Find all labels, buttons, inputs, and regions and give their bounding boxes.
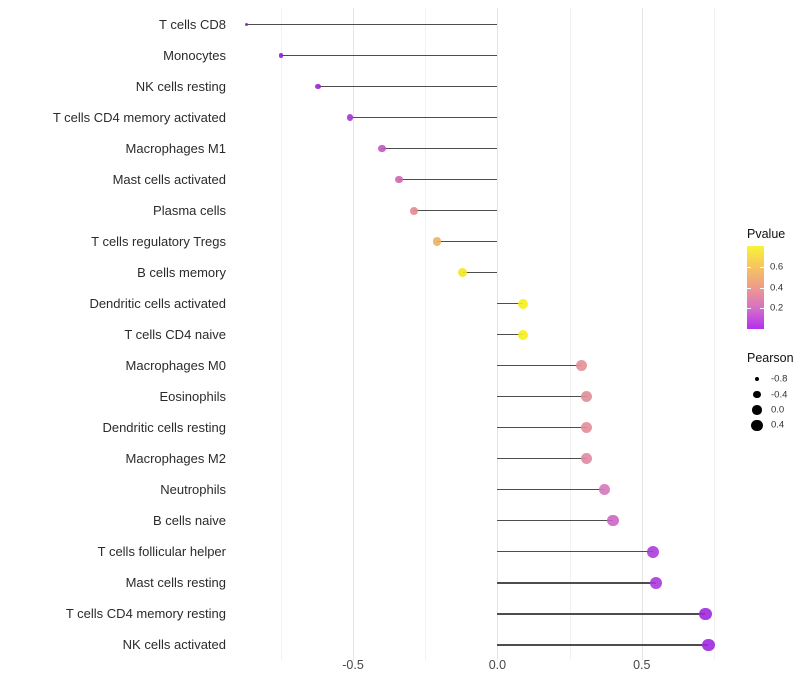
x-tick-label: -0.5 [342,658,364,672]
lollipop-stem [280,54,498,57]
y-axis-label: B cells naive [153,512,226,528]
y-axis-label: T cells CD4 memory resting [65,605,226,621]
gridline-minor [425,8,427,660]
lollipop-dot [409,206,418,215]
y-axis-label: Mast cells resting [125,574,226,590]
x-tick-label: 0.5 [633,658,651,672]
y-axis-label: Eosinophils [159,388,227,404]
y-axis-label: Macrophages M1 [125,140,226,156]
lollipop-stem [497,489,605,491]
pearson-size-label: -0.8 [771,373,788,385]
pearson-size-label: -0.4 [771,389,788,401]
y-axis-label: T cells CD4 memory activated [52,109,226,125]
gridline-minor [714,8,715,660]
lollipop-stem [497,613,706,615]
lollipop-stem [497,396,587,398]
lollipop-dot [518,298,529,309]
lollipop-stem [413,209,498,212]
y-axis-label: T cells CD8 [159,16,226,32]
lollipop-dot [432,237,441,246]
lollipop-dot [278,53,284,58]
pvalue-tickmark [760,266,764,268]
y-axis-label: Dendritic cells resting [102,419,226,435]
lollipop-stem [497,303,524,305]
pvalue-colorbar [747,246,764,329]
lollipop-stem [497,551,654,553]
lollipop-dot [647,545,660,558]
lollipop-stem [462,272,498,274]
lollipop-stem [497,582,657,584]
lollipop-stem [318,85,498,88]
lollipop-stem [497,458,587,460]
y-axis-label: Mast cells activated [112,171,226,187]
lollipop-stem [497,365,582,367]
y-axis-label: Macrophages M0 [125,357,226,373]
lollipop-dot [581,453,593,465]
y-axis-label: Monocytes [163,47,226,63]
pearson-legend-title: Pearson [747,351,794,365]
lollipop-dot [699,607,712,621]
lollipop-stem [436,240,498,243]
lollipop-dot [244,22,248,27]
lollipop-stem [497,520,613,522]
pearson-size-label: 0.0 [771,404,785,416]
pearson-size-dot [751,419,763,431]
lollipop-stem [350,116,498,119]
y-axis-label: Neutrophils [160,481,226,497]
pvalue-tick-label: 0.4 [770,282,784,293]
y-axis-label: T cells CD4 naive [124,326,226,342]
lollipop-stem [381,147,498,150]
pvalue-tickmark [760,287,764,289]
y-axis-label: T cells regulatory Tregs [91,233,226,249]
y-axis-label: Plasma cells [153,202,226,218]
pvalue-legend-title: Pvalue [747,227,786,241]
pearson-size-label: 0.4 [771,419,785,431]
x-tick-label: 0.0 [488,658,507,672]
pearson-size-dot [753,390,761,399]
pvalue-tickmark [747,287,751,289]
lollipop-dot [581,422,593,434]
gridline-major [641,8,643,660]
lollipop-dot [650,576,663,589]
lollipop-dot [315,83,322,90]
gridline-minor [569,8,571,660]
pearson-size-dot [752,405,762,415]
lollipop-dot [346,114,354,121]
pvalue-tickmark [747,266,751,268]
y-axis-label: NK cells activated [122,636,226,652]
pvalue-tickmark [760,308,764,310]
lollipop-dot [458,268,468,278]
lollipop-dot [518,329,529,340]
gridline-minor [280,8,282,660]
y-axis-label: Dendritic cells activated [89,295,226,311]
y-axis-label: T cells follicular helper [97,543,226,559]
lollipop-dot [598,484,610,496]
lollipop-stem [497,644,709,646]
pearson-size-dot [754,377,759,382]
lollipop-dot [581,391,593,403]
pvalue-tickmark [747,308,751,310]
pvalue-tick-label: 0.2 [770,302,784,314]
lollipop-dot [575,360,587,372]
lollipop-stem [497,427,587,429]
y-axis-label: Macrophages M2 [125,450,226,466]
pvalue-tick-label: 0.6 [770,261,784,273]
lollipop-dot [701,638,715,652]
lollipop-stem [399,178,498,181]
lollipop-dot [607,515,619,527]
lollipop-stem [497,334,524,336]
lollipop-dot [378,144,386,153]
lollipop-dot [395,175,404,184]
lollipop-stem [246,23,498,26]
gridline-major [353,8,354,660]
y-axis-label: NK cells resting [135,78,226,94]
y-axis-label: B cells memory [137,264,226,280]
